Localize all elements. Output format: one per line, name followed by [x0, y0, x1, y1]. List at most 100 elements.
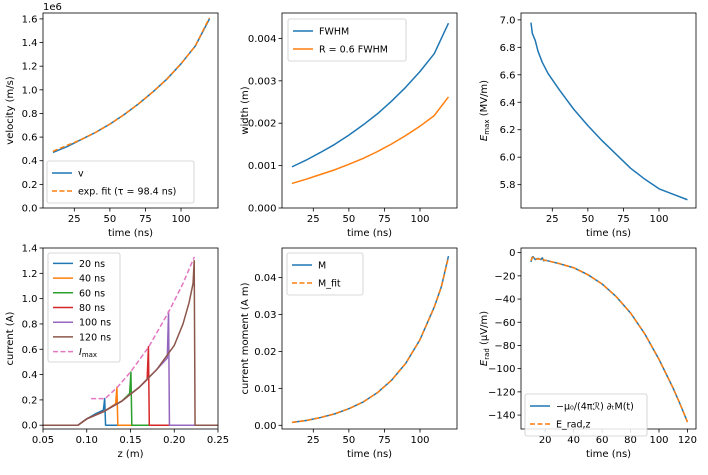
- x-axis-label: time (ns): [586, 228, 631, 239]
- y-tick-label: 1.2: [22, 269, 38, 280]
- series-emax-emax: [530, 22, 688, 201]
- y-tick-label: 6.8: [500, 43, 516, 54]
- legend-box: [287, 18, 407, 62]
- series-velocity-v: [52, 18, 211, 154]
- legend-label-m: M: [318, 261, 326, 272]
- x-tick-label: 50: [343, 214, 356, 225]
- legend-label-120ns: 120 ns: [79, 332, 111, 343]
- y-tick-label: −100: [488, 364, 515, 375]
- legend-erad: −μ₀/(4πℛ) ∂ₜM(t) E_rad,z: [524, 393, 648, 437]
- y-tick-label: 1.4: [22, 244, 38, 255]
- x-tick-label: 100: [410, 214, 429, 225]
- legend-label-mfit: M_fit: [318, 279, 341, 290]
- y-tick-label: 6.0: [500, 153, 516, 164]
- y-axis-label: Erad (μV/m): [479, 311, 491, 366]
- y-tick-label: 0.004: [248, 34, 277, 45]
- x-axis-label: time (ns): [586, 449, 631, 460]
- legend-label-fwhm: FWHM: [319, 27, 349, 38]
- y-axis-label: current moment (A m): [240, 282, 251, 394]
- series-group-erad: [530, 255, 689, 423]
- y-tick-label: −120: [488, 387, 515, 398]
- series-current-imax: [91, 256, 196, 400]
- y-tick-label: 7.0: [500, 15, 516, 26]
- series-moment-mfit: [291, 257, 450, 424]
- axes-frame-width: [281, 12, 458, 209]
- x-tick-label: 0.20: [163, 435, 185, 446]
- x-tick-label: 75: [139, 214, 152, 225]
- axes-frame-moment: [281, 247, 458, 430]
- series-current-120ns: [43, 259, 218, 426]
- x-tick-label: 25: [68, 214, 81, 225]
- panel-width: 25 50 75 100 0.000 0.001 0.002 0.003 0.004 time (…: [240, 12, 458, 239]
- y-tick-label: 0.2: [22, 395, 38, 406]
- y-tick-label: 1.0: [22, 85, 38, 96]
- panel-current: 0.05 0.10 0.15 0.20 0.25 0.0 0.2 0.4 0.6 0.8 1.0 1.…: [5, 244, 229, 461]
- y-label-unit: (MV/m): [479, 80, 490, 120]
- x-tick-label: 25: [307, 214, 320, 225]
- series-group-moment: [291, 255, 450, 424]
- series-group-velocity: [52, 17, 211, 154]
- y-tick-label: 0.6: [22, 345, 38, 356]
- y-tick-label: −60: [494, 318, 515, 329]
- panel-emax: 25 50 75 100 5.8 6.0 6.2 6.4 6.6 6.8 7.0 time (ns) E…: [479, 12, 697, 239]
- x-tick-label: 75: [378, 435, 391, 446]
- y-tick-label: 0.4: [22, 156, 38, 167]
- x-axis-label: z (m): [118, 449, 144, 460]
- y-tick-label: 0.001: [248, 161, 277, 172]
- x-tick-label: 0.10: [76, 435, 98, 446]
- legend-label-60ns: 60 ns: [79, 288, 105, 299]
- y-label-subscript: max: [483, 119, 491, 134]
- series-current-20ns: [43, 397, 218, 426]
- x-tick-label: 60: [596, 435, 609, 446]
- y-tick-label: −20: [494, 271, 515, 282]
- y-tick-label: 0.000: [248, 204, 277, 215]
- legend-box: [46, 160, 195, 204]
- series-velocity-fit: [52, 17, 211, 152]
- y-tick-label: −140: [488, 411, 515, 422]
- legend-label-subscript: max: [82, 351, 97, 359]
- legend-label-deriv: −μ₀/(4πℛ) ∂ₜM(t): [556, 402, 634, 413]
- x-tick-label: 120: [678, 435, 697, 446]
- series-erad-erad: [530, 256, 689, 423]
- legend-velocity: v exp. fit (τ = 98.4 ns): [46, 160, 195, 204]
- panel-moment: 25 50 75 100 0.00 0.01 0.02 0.03 0.04 time (ns) cu…: [240, 247, 458, 460]
- legend-label-imax: Imax: [79, 347, 97, 359]
- x-axis-label: time (ns): [108, 228, 153, 239]
- x-tick-label: 100: [649, 214, 668, 225]
- panel-erad: 20 40 60 80 100 120 0 −20 −40 −60 −80 −100 −120 −140 t…: [479, 247, 697, 460]
- y-tick-label: 0.03: [254, 310, 276, 321]
- y-tick-label: 0.0: [22, 421, 38, 432]
- y-tick-label: −40: [494, 295, 515, 306]
- y-tick-label: 0.8: [22, 109, 38, 120]
- y-tick-label: 0.4: [22, 370, 38, 381]
- series-group-width: [291, 22, 450, 185]
- x-tick-label: 25: [546, 214, 559, 225]
- x-tick-label: 20: [539, 435, 552, 446]
- x-tick-label: 50: [104, 214, 117, 225]
- y-tick-label: 6.4: [500, 98, 516, 109]
- y-axis-label: width (m): [240, 86, 251, 134]
- legend-label-r: R = 0.6 FWHM: [319, 45, 388, 56]
- legend-moment: M M_fit: [286, 252, 364, 296]
- y-axis-label: current (A): [5, 311, 16, 365]
- x-tick-label: 80: [624, 435, 637, 446]
- y-label-unit: (μV/m): [479, 311, 490, 348]
- x-tick-label: 50: [343, 435, 356, 446]
- legend-label-100ns: 100 ns: [79, 318, 111, 329]
- x-axis-label: time (ns): [347, 228, 392, 239]
- y-label-subscript: rad: [483, 348, 491, 360]
- x-tick-label: 75: [378, 214, 391, 225]
- legend-box: [286, 252, 364, 296]
- x-tick-label: 40: [567, 435, 580, 446]
- x-tick-label: 75: [617, 214, 630, 225]
- offset-text: 1e6: [43, 2, 62, 13]
- y-tick-label: 0: [509, 248, 515, 259]
- y-tick-label: 0.01: [254, 384, 276, 395]
- legend-box: [47, 252, 121, 363]
- panel-velocity: 25 50 75 100 0.0 0.2 0.4 0.6 0.8 1.0 1.2 1.4 1.6 time…: [5, 2, 219, 239]
- y-tick-label: 1.4: [22, 38, 38, 49]
- legend-label-80ns: 80 ns: [79, 303, 105, 314]
- axes-frame-emax: [520, 12, 697, 209]
- x-tick-label: 100: [171, 214, 190, 225]
- y-tick-label: 0.002: [248, 119, 277, 130]
